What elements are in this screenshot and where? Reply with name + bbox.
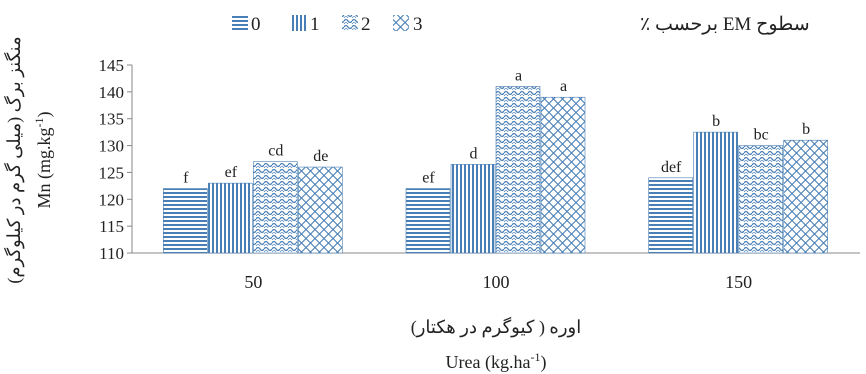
y-axis-title-fa: منگنز برگ (میلی گرم در کیلوگرم) (3, 36, 25, 283)
bar-3-150 (783, 139, 828, 254)
bar-3-50 (298, 166, 343, 254)
bar-label: d (470, 145, 478, 162)
x-axis-title-fa: اوره ( کیوگرم در هکتار) (411, 316, 582, 338)
bar-label: a (560, 78, 567, 95)
bar-2-50 (253, 161, 298, 254)
legend-title: سطوح EM برحسب ٪ (640, 14, 810, 35)
bar-label: f (183, 170, 189, 187)
bar-1-100 (450, 164, 496, 254)
legend-label-0: 0 (251, 14, 261, 35)
legend-swatch-0 (232, 15, 248, 31)
x-axis-title-en-end: ) (540, 352, 546, 373)
y-tick-label: 125 (99, 163, 125, 182)
bar-label: b (802, 121, 810, 138)
bar-label: cd (268, 143, 283, 160)
y-ticks: 110 115 120 125 130 135 140 145 (99, 56, 132, 263)
y-axis-title-en-main: Mn (mg.kg (34, 128, 55, 209)
bar-label: bc (754, 127, 769, 144)
bar-0-100 (405, 188, 451, 254)
legend-item-3: 3 (393, 14, 423, 35)
bar-label: a (515, 67, 522, 84)
bar-label: ef (225, 164, 238, 181)
bar-0-50 (163, 188, 208, 254)
bar-1-150 (693, 131, 738, 254)
x-axis-title-en: Urea (kg.ha-1) (446, 350, 547, 373)
x-category-label: 150 (725, 272, 752, 292)
bar-labels: f ef cd de ef d a a def b bc b (183, 67, 810, 186)
bar-1-50 (208, 182, 253, 254)
bar-3-100 (540, 96, 586, 254)
x-axis-title-en-main: Urea (kg.ha (446, 352, 531, 373)
bar-0-150 (648, 177, 693, 254)
legend-item-1: 1 (290, 14, 320, 35)
y-tick-label: 130 (99, 137, 125, 156)
legend-swatch-3 (393, 15, 409, 31)
y-axis-title-en-sup: -1 (32, 118, 46, 128)
legend-swatch-1 (290, 15, 306, 31)
y-tick-label: 115 (99, 217, 124, 236)
bars (163, 86, 828, 254)
legend-label-2: 2 (361, 14, 371, 35)
legend: 0 1 2 3 سطوح EM برحسب ٪ (232, 14, 810, 35)
y-tick-label: 135 (99, 110, 125, 129)
bar-2-100 (495, 86, 541, 254)
x-categories: 50 100 150 (244, 272, 752, 292)
bar-2-150 (738, 145, 783, 254)
y-tick-label: 110 (99, 244, 124, 263)
y-tick-label: 120 (99, 190, 125, 209)
bar-label: ef (422, 170, 435, 187)
y-axis-title-en: Mn (mg.kg-1) (32, 112, 55, 209)
legend-item-2: 2 (342, 14, 371, 35)
bar-label: b (712, 113, 720, 130)
legend-item-0: 0 (232, 14, 261, 35)
legend-swatch-2 (342, 15, 358, 31)
x-category-label: 100 (483, 272, 510, 292)
x-axis-title-en-sup: -1 (530, 350, 540, 364)
bar-label: def (661, 159, 682, 176)
legend-label-1: 1 (310, 14, 320, 35)
y-axis-title-en-end: ) (34, 112, 55, 118)
legend-label-3: 3 (413, 14, 423, 35)
x-category-label: 50 (244, 272, 262, 292)
bar-label: de (313, 148, 328, 165)
y-tick-label: 145 (99, 56, 125, 75)
y-tick-label: 140 (99, 83, 125, 102)
